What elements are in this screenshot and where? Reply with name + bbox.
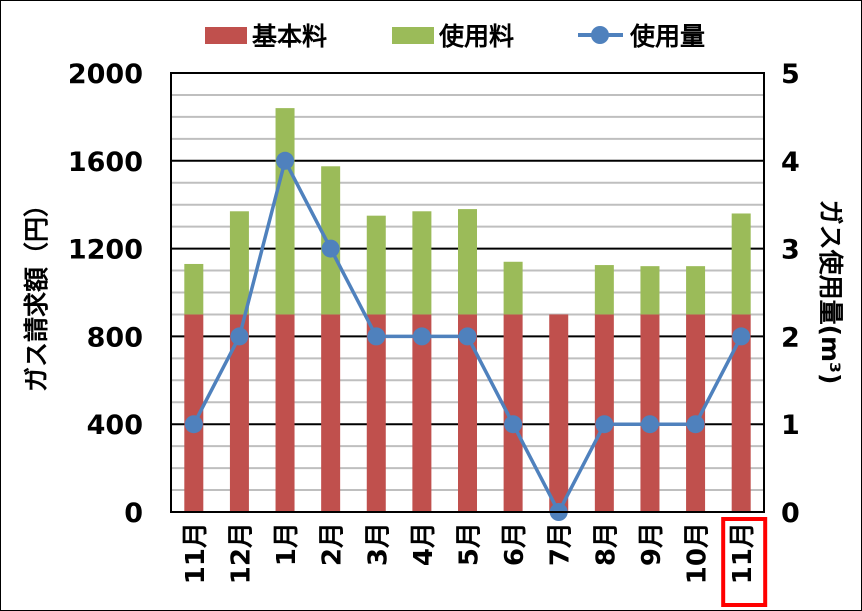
- y-tick-label-left: 2000: [68, 59, 143, 90]
- legend-label: 基本料: [252, 22, 327, 51]
- y-tick-label-right: 1: [781, 410, 800, 441]
- bar-base-fee: [458, 314, 477, 512]
- legend-swatch: [205, 27, 247, 44]
- y-tick-label-right: 0: [781, 498, 800, 529]
- bar-usage-fee: [594, 265, 614, 315]
- bars: [184, 108, 751, 512]
- plot-border: [170, 72, 765, 513]
- x-tick-label: 10月: [683, 522, 713, 584]
- bar-base-fee: [594, 314, 614, 512]
- bar-base-fee: [503, 314, 523, 512]
- legend-marker: [591, 26, 609, 44]
- usage-line: [184, 151, 751, 521]
- bar-usage-fee: [229, 211, 249, 315]
- bar-usage-fee: [503, 261, 523, 315]
- bar-usage-fee: [458, 209, 477, 315]
- x-tick-label: 11月: [728, 522, 758, 584]
- x-tick-label: 8月: [591, 522, 621, 566]
- bar-base-fee: [412, 314, 432, 512]
- x-tick-label: 9月: [637, 522, 667, 566]
- usage-point: [595, 415, 614, 434]
- y-tick-label-left: 1200: [68, 235, 143, 266]
- x-tick-label: 3月: [363, 522, 393, 566]
- bar-base-fee: [321, 314, 341, 512]
- x-tick-label: 5月: [455, 522, 485, 566]
- bar-base-fee: [686, 314, 706, 512]
- usage-point: [276, 151, 295, 170]
- gridlines: [171, 72, 764, 492]
- bar-base-fee: [549, 314, 569, 512]
- bar-base-fee: [366, 314, 386, 512]
- bar-usage-fee: [640, 266, 660, 315]
- usage-point: [686, 415, 705, 434]
- usage-point: [367, 327, 386, 346]
- y-tick-label-left: 800: [87, 322, 143, 353]
- bar-base-fee: [731, 314, 751, 512]
- bar-base-fee: [229, 314, 249, 512]
- legend-swatch: [392, 27, 434, 44]
- bar-usage-fee: [366, 215, 386, 315]
- y-tick-label-left: 400: [87, 410, 143, 441]
- bar-usage-fee: [184, 263, 204, 315]
- y-tick-label-right: 2: [781, 322, 800, 353]
- bar-usage-fee: [412, 211, 432, 315]
- bar-usage-fee: [275, 108, 295, 315]
- legend-label: 使用量: [629, 22, 705, 51]
- bar-base-fee: [640, 314, 660, 512]
- bar-base-fee: [275, 314, 295, 512]
- x-tick-label: 2月: [318, 522, 348, 566]
- usage-point: [412, 327, 431, 346]
- bar-usage-fee: [731, 213, 751, 315]
- y-tick-label-left: 1600: [68, 147, 143, 178]
- y-tick-label-right: 3: [781, 235, 800, 266]
- legend: 基本料 使用料 使用量: [205, 22, 705, 51]
- usage-point: [732, 327, 751, 346]
- usage-point: [230, 327, 249, 346]
- usage-point: [458, 327, 477, 346]
- x-tick-label: 12月: [226, 522, 256, 584]
- x-tick-label: 7月: [546, 522, 576, 566]
- y-tick-label-right: 5: [781, 59, 800, 90]
- usage-point: [640, 415, 659, 434]
- bar-usage-fee: [686, 266, 706, 315]
- legend-label: 使用料: [438, 22, 514, 51]
- y-tick-label-right: 4: [781, 147, 800, 178]
- y-tick-label-left: 0: [124, 498, 143, 529]
- x-tick-label: 4月: [409, 522, 439, 566]
- axes: 0 400 800 1200 1600 2000 0 1 2 3 4 5 11月 12月 1月 2月 3月 4月 5…: [68, 59, 800, 607]
- usage-point: [504, 415, 523, 434]
- y-axis-label-right: ガス使用量(m³): [816, 200, 845, 385]
- x-tick-label: 11月: [181, 522, 211, 584]
- x-tick-label: 6月: [500, 522, 530, 566]
- y-axis-label-left: ガス請求額（円）: [22, 192, 51, 392]
- usage-point: [184, 415, 203, 434]
- usage-point: [321, 239, 340, 258]
- x-tick-label: 1月: [272, 522, 302, 566]
- bar-base-fee: [184, 314, 204, 512]
- highlight-box: [721, 517, 768, 607]
